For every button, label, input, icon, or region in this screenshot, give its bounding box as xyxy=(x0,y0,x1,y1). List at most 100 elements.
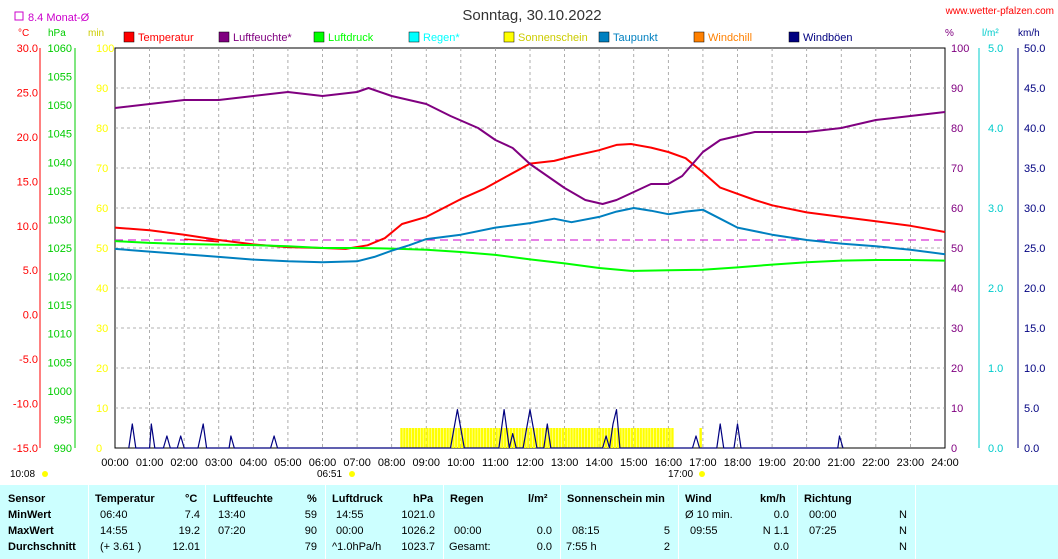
unit-pressure-table: hPa xyxy=(413,493,434,505)
axis-tick-label: 5.0 xyxy=(988,43,1003,55)
axis-tick-label: 15.0 xyxy=(1024,323,1045,335)
sunshine-bar xyxy=(408,428,412,448)
sunshine-bar xyxy=(671,428,674,448)
unit-sunshine: min xyxy=(88,28,104,39)
legend-swatch xyxy=(408,31,420,43)
sunshine-bar xyxy=(501,428,504,448)
table-divider xyxy=(560,485,561,559)
axis-tick-label: 80 xyxy=(951,123,963,135)
axis-tick-label: 10.0 xyxy=(17,221,38,233)
sunshine-bar xyxy=(486,428,490,448)
table-divider xyxy=(678,485,679,559)
legend-swatch xyxy=(598,31,610,43)
series-windb-en-line xyxy=(128,409,844,449)
sunshine-bar xyxy=(446,428,449,448)
axis-tick-label: 1015 xyxy=(48,300,72,312)
x-tick-label: 20:00 xyxy=(793,457,821,469)
sunshine-bar xyxy=(414,428,418,448)
sunshine-bar xyxy=(478,428,481,448)
website-link[interactable]: www.wetter-pfalzen.com xyxy=(945,6,1054,17)
sunshine-bar xyxy=(561,428,565,448)
x-tick-label: 21:00 xyxy=(827,457,855,469)
axis-tick-label: 60 xyxy=(96,203,108,215)
sunshine-bar xyxy=(659,428,663,448)
sunshine-bar xyxy=(587,428,591,448)
legend-label: Regen* xyxy=(423,32,460,44)
left-sun-icon xyxy=(42,471,48,477)
series-luftdruck-line xyxy=(114,240,946,272)
x-tick-label: 11:00 xyxy=(482,457,509,469)
axis-tick-label: -15.0 xyxy=(13,443,38,455)
temp-max-value: 19.2 xyxy=(178,525,200,537)
header-direction: Richtung xyxy=(804,493,852,505)
temp-min-value: 7.4 xyxy=(184,509,200,521)
sunshine-bar xyxy=(518,428,521,448)
x-tick-label: 23:00 xyxy=(897,457,925,469)
legend-label: Sonnenschein xyxy=(518,32,588,44)
x-tick-label: 07:00 xyxy=(343,457,371,469)
sunshine-bar xyxy=(610,428,614,448)
press-max-value: 1026.2 xyxy=(401,525,435,537)
sunshine-bar xyxy=(630,428,634,448)
axis-tick-label: 70 xyxy=(96,163,108,175)
axis-tick-label: 1055 xyxy=(48,72,72,84)
axis-tick-label: 4.0 xyxy=(988,123,1003,135)
x-tick-label: 15:00 xyxy=(620,457,648,469)
temp-max-time: 14:55 xyxy=(100,525,128,537)
hum-avg-value: 79 xyxy=(304,541,317,553)
axis-tick-label: 50 xyxy=(951,243,963,255)
sunrise-time: 06:51 xyxy=(317,469,342,480)
axis-tick-label: 20 xyxy=(96,363,108,375)
sunshine-bar xyxy=(406,428,409,448)
table-divider xyxy=(797,485,798,559)
hum-max-time: 07:20 xyxy=(218,525,246,537)
sunshine-bar xyxy=(495,428,498,448)
axis-tick-label: 3.0 xyxy=(988,203,1003,215)
x-tick-label: 18:00 xyxy=(724,457,752,469)
x-tick-label: 02:00 xyxy=(170,457,198,469)
axis-tick-label: 35.0 xyxy=(1024,163,1045,175)
x-tick-label: 22:00 xyxy=(862,457,890,469)
sunshine-bar xyxy=(625,428,628,448)
sunshine-bar xyxy=(504,428,507,448)
unit-wind: km/h xyxy=(1018,28,1040,39)
hum-min-value: 59 xyxy=(304,509,317,521)
series-luftfeuchte-line xyxy=(114,87,946,205)
sunshine-bar xyxy=(443,428,446,448)
axis-tick-label: 1040 xyxy=(48,157,72,169)
sunshine-bar xyxy=(472,428,475,448)
axis-tick-label: 10 xyxy=(951,403,963,415)
sunshine-bar xyxy=(578,428,582,448)
axis-tick-label: 1035 xyxy=(48,186,72,198)
axis-tick-label: 10.0 xyxy=(1024,363,1045,375)
header-wind: Wind xyxy=(685,493,712,505)
sunshine-bar xyxy=(457,428,461,448)
axis-tick-label: 60 xyxy=(951,203,963,215)
sunshine-bar xyxy=(541,428,544,448)
sunshine-bar xyxy=(616,428,619,448)
sunshine-bar xyxy=(475,428,478,448)
x-tick-label: 06:00 xyxy=(309,457,337,469)
table-divider xyxy=(205,485,206,559)
unit-humidity: % xyxy=(945,28,954,39)
axis-tick-label: 1060 xyxy=(48,43,72,55)
x-tick-label: 17:00 xyxy=(689,457,717,469)
sunshine-bar xyxy=(515,428,518,448)
x-tick-label: 04:00 xyxy=(240,457,268,469)
chart-legend: Temperatur Luftfeuchte* Luftdruck Regen* Son… xyxy=(123,31,853,44)
rain-total-label: Gesamt: xyxy=(449,541,491,553)
axis-tick-label: 25.0 xyxy=(1024,243,1045,255)
sunshine-bar xyxy=(576,428,579,448)
row-label-max: MaxWert xyxy=(8,525,54,537)
sunshine-bar xyxy=(668,428,671,448)
rain-max-value: 0.0 xyxy=(536,525,552,537)
axis-tick-label: 995 xyxy=(54,414,72,426)
sunshine-bar xyxy=(593,428,596,448)
wind-avg-value: 0.0 xyxy=(773,541,789,553)
sunshine-bar xyxy=(492,428,495,448)
legend-swatch xyxy=(788,31,800,43)
press-avg-value: 1023.7 xyxy=(401,541,435,553)
wind-avg10-value: 0.0 xyxy=(773,509,789,521)
x-tick-label: 05:00 xyxy=(274,457,302,469)
temp-avg-time: (+ 3.61 ) xyxy=(100,541,142,553)
